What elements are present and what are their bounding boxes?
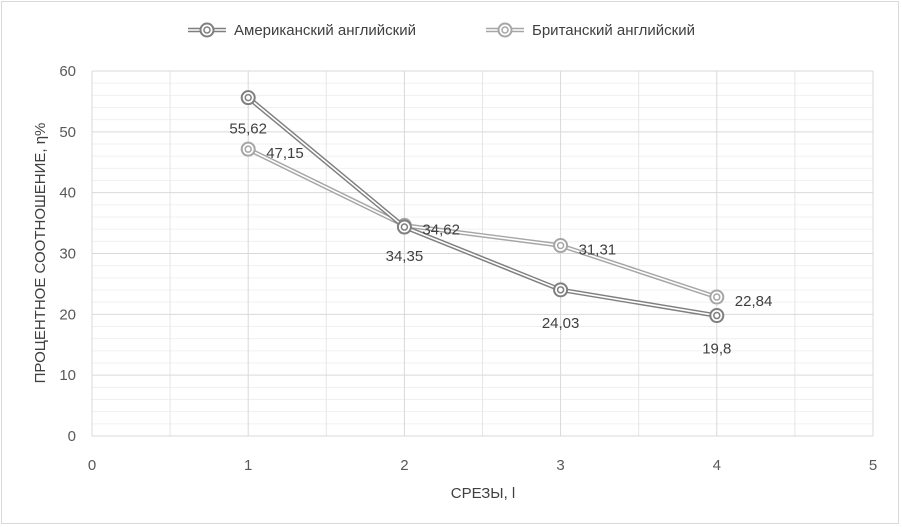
series-1-marker [240, 90, 256, 106]
data-label: 34,62 [422, 221, 460, 238]
x-tick-label: 2 [400, 457, 408, 474]
data-label: 22,84 [735, 293, 773, 310]
x-tick-label: 0 [88, 457, 96, 474]
x-tick-label: 5 [869, 457, 877, 474]
data-label: 24,03 [542, 315, 580, 332]
y-tick-label: 30 [59, 246, 76, 263]
series-2-marker [553, 238, 569, 254]
x-tick-label: 3 [556, 457, 564, 474]
data-label: 31,31 [579, 242, 617, 259]
series-line-2-inner [247, 148, 718, 298]
series-1-marker-inner [244, 93, 252, 102]
series [240, 90, 725, 324]
data-label: 47,15 [266, 145, 304, 162]
legend-marker-inner [501, 26, 509, 34]
x-tick-label: 1 [244, 457, 252, 474]
series-1-marker-inner [556, 286, 565, 294]
series-1-marker [396, 219, 412, 235]
y-tick-label: 20 [59, 306, 76, 323]
series-1-marker-inner [400, 223, 409, 231]
legend-label: Британский английский [532, 22, 695, 39]
series-2-marker-inner [244, 145, 252, 153]
legend: Американский английский Британский англий… [188, 22, 695, 39]
series-2-marker [240, 141, 256, 157]
series-2-marker [709, 289, 725, 305]
series-2-marker-inner [713, 293, 721, 301]
y-tick-label: 40 [59, 185, 76, 202]
series-1-marker [709, 308, 725, 324]
x-axis-title: СРЕЗЫ, l [451, 485, 516, 502]
data-label: 34,35 [386, 248, 424, 265]
grid [91, 70, 874, 437]
y-tick-label: 60 [59, 63, 76, 80]
series-1-marker-inner [713, 311, 721, 320]
y-tick-label: 50 [59, 124, 76, 141]
series-1-marker [553, 282, 569, 298]
legend-marker-inner [203, 26, 211, 34]
series-line-1-inner [247, 96, 717, 317]
x-tick-label: 4 [713, 457, 721, 474]
y-axis-title: ПРОЦЕНТНОЕ СООТНОШЕНИЕ, η% [32, 123, 49, 384]
y-tick-label: 10 [59, 367, 76, 384]
y-tick-label: 0 [68, 428, 76, 445]
legend-label: Американский английский [234, 22, 416, 39]
data-labels: 55,62 34,35 24,03 19,8 47,15 34,62 31,31 22,84 [229, 121, 772, 358]
legend-marker [199, 22, 215, 38]
series-2-marker-inner [556, 241, 565, 250]
data-label: 19,8 [702, 341, 731, 358]
legend-marker [497, 22, 513, 38]
axes: 0 10 20 30 40 50 60 0 1 2 3 4 5 [59, 63, 877, 474]
data-label: 55,62 [229, 121, 267, 138]
